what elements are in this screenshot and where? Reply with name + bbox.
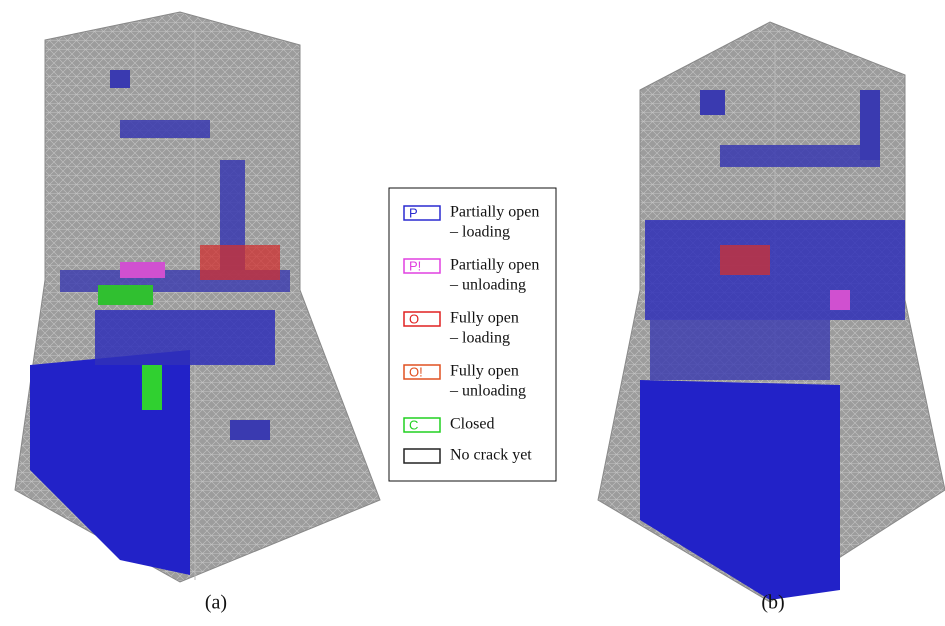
legend-swatch: [403, 364, 441, 380]
legend-label: Fully open: [450, 363, 519, 380]
legend-swatch: [403, 205, 441, 221]
legend-swatch: [403, 258, 441, 274]
legend-swatch: [403, 448, 441, 464]
legend-symbol: P!: [409, 258, 421, 273]
legend-symbol: P: [409, 205, 418, 220]
legend-label: Fully open: [450, 310, 519, 327]
legend-symbol: C: [409, 417, 418, 432]
legend: P Partially open – loading P! Partially open…: [388, 187, 557, 482]
caption: (b): [761, 592, 784, 614]
legend-label: Closed: [450, 416, 494, 433]
legend-label: Partially open: [450, 257, 539, 274]
legend-swatch: [403, 311, 441, 327]
legend-label: – loading: [449, 330, 510, 347]
legend-label: – unloading: [449, 277, 526, 294]
legend-label: No crack yet: [450, 447, 532, 464]
legend-label: – loading: [449, 224, 510, 241]
model-a: [14, 11, 381, 583]
legend-symbol: O: [409, 311, 419, 326]
caption: (a): [205, 592, 227, 614]
model-b: [597, 21, 945, 603]
legend-label: Partially open: [450, 204, 539, 221]
legend-symbol: O!: [409, 364, 423, 379]
legend-label: – unloading: [449, 383, 526, 400]
legend-swatch: [403, 417, 441, 433]
